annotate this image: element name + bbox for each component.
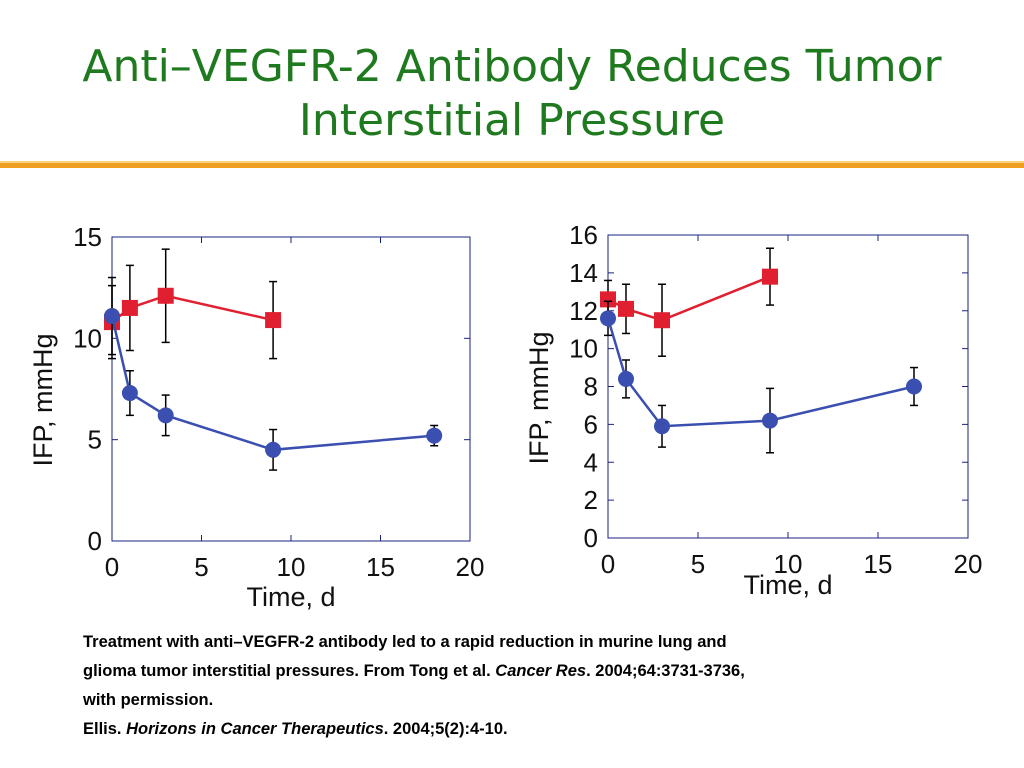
- caption-line3: with permission.: [83, 691, 214, 709]
- chart-2-xaxis-label: Time, d: [743, 570, 832, 600]
- chart-2-series-1-point: [654, 312, 670, 329]
- chart-2-ytick-label: 10: [569, 334, 598, 364]
- chart-2-series-2-point: [762, 412, 778, 429]
- chart-1-series-2-point: [265, 441, 282, 458]
- slide-title-line2: Interstitial Pressure: [298, 95, 726, 146]
- accent-divider: [0, 160, 1024, 170]
- caption-line1: Treatment with anti–VEGFR-2 antibody led…: [83, 633, 727, 651]
- chart-2-series-1-point: [600, 291, 616, 308]
- chart-2-ytick-label: 8: [584, 372, 598, 402]
- chart-2-series-2-point: [618, 370, 634, 387]
- chart-1-ytick-label: 0: [88, 526, 102, 556]
- chart-2-series-2-point: [654, 418, 670, 435]
- chart-2-series-2-point: [906, 378, 922, 395]
- caption-journal-2: Horizons in Cancer Therapeutics: [126, 720, 384, 738]
- chart-1-ytick-label: 5: [88, 425, 102, 455]
- chart-1-series-2-point: [426, 427, 443, 444]
- chart-1-ytick-label: 10: [73, 323, 102, 353]
- chart-1-xaxis-label: Time, d: [246, 582, 335, 612]
- slide-title: Anti–VEGFR-2 Antibody Reduces Tumor Inte…: [0, 40, 1024, 148]
- chart-1-series-2-point: [121, 385, 138, 402]
- chart-2-ytick-label: 6: [584, 409, 598, 439]
- chart-1-series-2-point: [104, 308, 120, 325]
- chart-2-yaxis-label: IFP, mmHg: [524, 331, 554, 464]
- chart-2-series-1-line: [607, 275, 771, 322]
- chart-1-series-1-point: [121, 299, 138, 316]
- chart-2-ytick-label: 2: [584, 485, 598, 515]
- chart-1-xtick-label: 20: [456, 552, 485, 582]
- chart-2-xtick-label: 5: [691, 549, 705, 579]
- slide-title-line1: Anti–VEGFR-2 Antibody Reduces Tumor: [82, 41, 942, 92]
- caption-line4-text: Ellis.: [83, 720, 127, 738]
- figure-caption: Treatment with anti–VEGFR-2 antibody led…: [83, 628, 943, 744]
- chart-2-xtick-label: 20: [954, 549, 983, 579]
- chart-1-series-1-point: [265, 312, 282, 329]
- chart-1-series-1-point: [157, 287, 174, 304]
- chart-2-xtick-label: 15: [864, 549, 893, 579]
- chart-2-ytick-label: 0: [584, 523, 598, 553]
- chart-2-ytick-label: 14: [569, 258, 598, 288]
- chart-2-series-1-point: [618, 300, 634, 317]
- chart-1-series-2-point: [157, 407, 174, 424]
- chart-2-ytick-label: 4: [584, 447, 598, 477]
- chart-2-ytick-label: 12: [569, 296, 598, 326]
- chart-2-series-2-point: [600, 310, 616, 327]
- chart-1-xtick-label: 0: [105, 552, 119, 582]
- chart-1-series-1-line: [111, 294, 274, 324]
- chart-2-ytick-label: 16: [569, 220, 598, 250]
- chart-1-xtick-label: 5: [194, 552, 208, 582]
- chart-1-xtick-label: 10: [277, 552, 306, 582]
- caption-line4-citation: . 2004;5(2):4-10.: [383, 720, 508, 738]
- caption-line2-citation: . 2004;64:3731-3736,: [586, 662, 745, 680]
- chart-2-series-1-point: [762, 268, 778, 285]
- caption-line4: Ellis. Horizons in Cancer Therapeutics. …: [83, 715, 943, 744]
- caption-line2: glioma tumor interstitial pressures. Fro…: [83, 657, 943, 686]
- chart-2-series-2-line: [606, 317, 915, 428]
- chart-2-xtick-label: 10: [774, 549, 803, 579]
- caption-line2-text: glioma tumor interstitial pressures. Fro…: [83, 662, 496, 680]
- chart-1-ytick-label: 15: [73, 222, 102, 252]
- caption-journal: Cancer Res: [495, 662, 587, 680]
- chart-1-xtick-label: 15: [366, 552, 395, 582]
- chart-2-xtick-label: 0: [601, 549, 615, 579]
- chart-1-yaxis-label: IFP, mmHg: [28, 333, 58, 466]
